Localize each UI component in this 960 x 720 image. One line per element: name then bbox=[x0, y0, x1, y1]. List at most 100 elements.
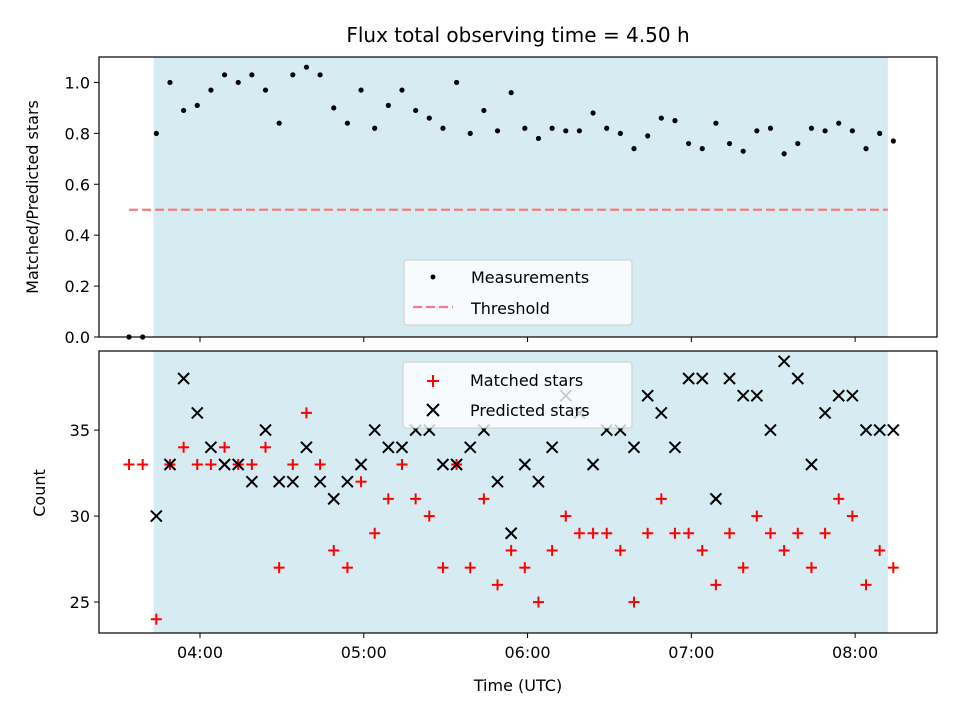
bottom-legend-box bbox=[402, 361, 633, 429]
matched-star-point bbox=[328, 544, 340, 556]
matched-star-point bbox=[683, 527, 695, 539]
top-panel: 0.0 0.2 0.4 0.6 0.8 1.0 Matched/Predicted sta… bbox=[23, 56, 938, 347]
measurement-point bbox=[249, 72, 255, 78]
predicted-star-point bbox=[518, 458, 532, 471]
measurement-point bbox=[317, 72, 323, 78]
matched-star-point bbox=[341, 562, 353, 574]
matched-star-point bbox=[137, 458, 149, 470]
bottom-y-axis-label: Count bbox=[30, 469, 49, 517]
matched-star-point bbox=[246, 458, 258, 470]
measurement-point bbox=[754, 128, 760, 134]
matched-star-point bbox=[751, 510, 763, 522]
matched-star-point bbox=[382, 493, 394, 505]
matched-star-point bbox=[628, 596, 640, 608]
measurement-point bbox=[276, 120, 282, 126]
top-axis-ticks: 0.0 0.2 0.4 0.6 0.8 1.0 bbox=[65, 73, 856, 347]
measurement-point bbox=[358, 87, 364, 93]
matched-star-point bbox=[478, 493, 490, 505]
measurements-legend-label: Measurements bbox=[471, 268, 589, 287]
measurement-point bbox=[235, 79, 241, 86]
matched-star-point bbox=[587, 527, 599, 539]
predicted-star-point bbox=[232, 458, 245, 471]
predicted-star-point bbox=[532, 475, 545, 488]
measurement-point bbox=[399, 87, 405, 93]
predicted-star-point bbox=[218, 458, 231, 471]
measurement-point bbox=[194, 102, 200, 108]
predicted-star-point bbox=[491, 475, 504, 488]
measurement-point bbox=[617, 130, 623, 136]
chart-title: Flux total observing time = 4.50 h bbox=[346, 23, 689, 47]
matched-star-point bbox=[355, 476, 367, 488]
predicted-star-point bbox=[764, 423, 777, 437]
predicted-star-point bbox=[436, 458, 450, 471]
measurement-point bbox=[808, 125, 815, 131]
measurement-point bbox=[413, 107, 419, 114]
top-y-axis-label: Matched/Predicted stars bbox=[23, 100, 42, 294]
measurement-point bbox=[535, 135, 542, 142]
predicted-star-point bbox=[723, 372, 736, 385]
matched-star-point bbox=[123, 458, 135, 470]
measurement-point bbox=[645, 133, 651, 139]
x-tick-label: 07:00 bbox=[668, 643, 714, 662]
measurement-point bbox=[262, 87, 269, 93]
predicted-star-point bbox=[272, 475, 286, 488]
predicted-star-point bbox=[395, 441, 409, 454]
measurement-point bbox=[740, 148, 746, 154]
predicted-star-point bbox=[504, 527, 518, 540]
predicted-star-point bbox=[655, 406, 668, 420]
bottom-y-tick-label: 30 bbox=[70, 507, 90, 526]
matched-star-point bbox=[792, 527, 804, 539]
predicted-star-point bbox=[736, 389, 750, 402]
predicted-star-point bbox=[887, 423, 900, 437]
predicted-star-point bbox=[286, 475, 300, 488]
measurement-point bbox=[208, 87, 214, 93]
matched-star-point bbox=[642, 527, 654, 539]
predicted-star-point bbox=[859, 423, 873, 437]
measurement-point bbox=[604, 125, 610, 131]
measurement-point bbox=[440, 125, 446, 131]
predicted-star-point bbox=[354, 458, 368, 471]
predicted-star-point bbox=[668, 441, 682, 454]
measurements-legend-marker bbox=[430, 274, 436, 280]
measurement-point bbox=[181, 107, 187, 114]
measurement-point bbox=[221, 72, 228, 78]
measurement-point bbox=[426, 115, 432, 121]
measurement-point bbox=[631, 146, 637, 152]
matched-star-point bbox=[764, 527, 776, 539]
predicted-star-point bbox=[682, 372, 695, 385]
matched-star-point bbox=[778, 544, 790, 556]
matched-stars-legend-label: Matched stars bbox=[470, 371, 583, 390]
matched-stars-legend-marker bbox=[427, 375, 439, 387]
matched-star-point bbox=[655, 493, 667, 505]
matched-star-point bbox=[532, 596, 544, 608]
predicted-stars-legend-marker bbox=[426, 403, 440, 417]
matched-star-point bbox=[887, 562, 899, 574]
measurements-series bbox=[126, 64, 896, 340]
measurement-point bbox=[863, 146, 869, 152]
matched-star-point bbox=[669, 527, 681, 539]
predicted-star-point bbox=[464, 441, 477, 454]
measurement-point bbox=[836, 120, 842, 126]
predicted-star-point bbox=[450, 458, 463, 471]
predicted-star-point bbox=[382, 441, 395, 454]
measurement-point bbox=[153, 130, 159, 136]
predicted-star-point bbox=[846, 389, 859, 402]
matched-star-point bbox=[492, 579, 504, 591]
matched-star-point bbox=[369, 527, 381, 539]
matched-star-point bbox=[205, 458, 217, 470]
measurement-point bbox=[290, 72, 296, 78]
predicted-star-point bbox=[245, 475, 259, 488]
matched-star-point bbox=[150, 613, 162, 625]
matched-star-point bbox=[287, 458, 299, 470]
matched-star-point bbox=[710, 579, 722, 591]
predicted-star-point bbox=[191, 406, 204, 420]
predicted-star-point bbox=[709, 492, 723, 506]
matched-star-point bbox=[178, 441, 190, 453]
measurement-point bbox=[372, 125, 378, 131]
measurement-point bbox=[822, 128, 828, 134]
predicted-star-point bbox=[204, 441, 218, 454]
top-legend: Measurements Threshold bbox=[403, 259, 633, 326]
x-tick-label: 05:00 bbox=[341, 643, 387, 662]
top-y-tick-label: 0.2 bbox=[65, 277, 90, 296]
